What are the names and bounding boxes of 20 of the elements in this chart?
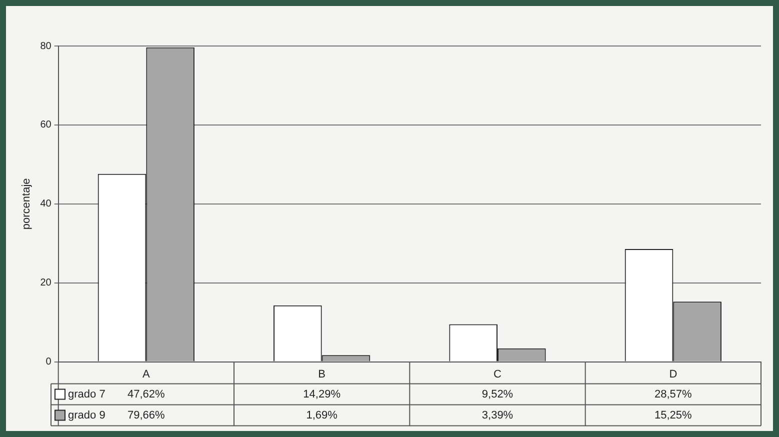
- x-tick-label: B: [318, 368, 326, 380]
- data-label: 1,69%: [306, 409, 338, 422]
- data-label: 9,52%: [482, 388, 514, 400]
- data-label: 28,57%: [654, 388, 692, 400]
- data-label: 47,62%: [128, 388, 166, 400]
- data-label: 15,25%: [654, 409, 692, 422]
- data-label: 79,66%: [128, 409, 166, 422]
- y-tick-label: 80: [40, 40, 52, 52]
- y-axis-title: porcentaje: [20, 178, 33, 230]
- x-tick-label: D: [669, 368, 678, 380]
- y-tick-label: 40: [40, 198, 52, 210]
- data-label: 3,39%: [482, 409, 514, 422]
- x-tick-label: C: [494, 368, 502, 380]
- y-tick-label: 60: [40, 120, 52, 131]
- legend-label: grado 9: [68, 409, 106, 422]
- legend-label: grado 7: [68, 388, 106, 400]
- x-tick-label: A: [142, 368, 150, 380]
- y-tick-label: 0: [46, 356, 52, 368]
- data-label: 14,29%: [303, 388, 341, 400]
- y-tick-label: 20: [40, 278, 52, 289]
